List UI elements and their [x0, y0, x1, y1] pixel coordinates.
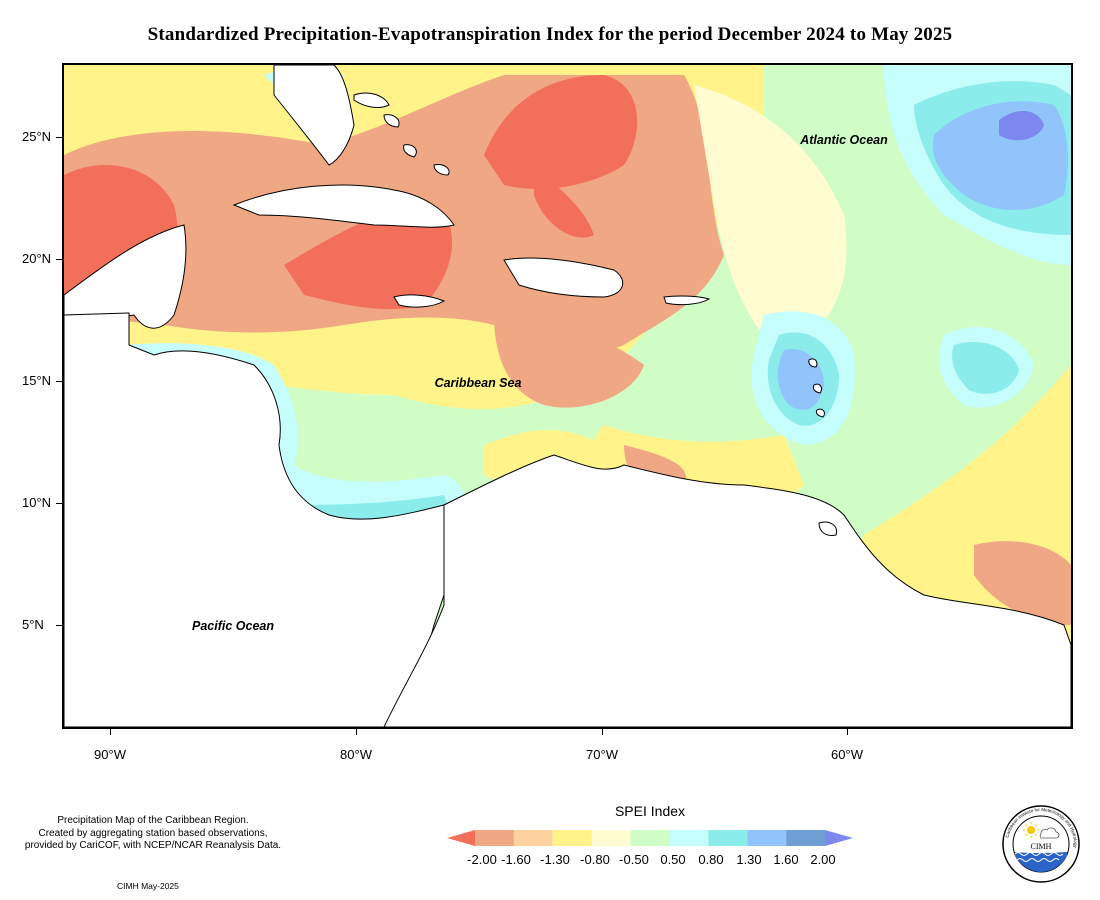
map-title: Standardized Precipitation-Evapotranspir…: [147, 24, 953, 45]
legend-label: 0.80: [698, 852, 724, 867]
credit-line: provided by CariCOF, with NCEP/NCAR Rean…: [24, 840, 282, 851]
lon-tick-label: 90°W: [94, 747, 126, 762]
legend-label: -0.50: [619, 852, 649, 867]
lon-tick: [110, 729, 111, 735]
lat-tick: [56, 381, 62, 382]
lat-tick: [56, 137, 62, 138]
legend-label: 0.50: [660, 852, 686, 867]
legend-swatch: [747, 830, 787, 846]
map-credit: Precipitation Map of the Caribbean Regio…: [8, 815, 298, 853]
lat-tick: [56, 259, 62, 260]
lon-tick-label: 70°W: [586, 747, 618, 762]
atlantic-ocean-label: Atlantic Ocean: [799, 133, 888, 147]
caribbean-sea-label: Caribbean Sea: [435, 376, 522, 390]
pacific-ocean-label: Pacific Ocean: [192, 619, 274, 633]
logo-name: CIMH: [1031, 842, 1052, 851]
lat-tick-label: 15°N: [22, 373, 52, 388]
legend-label: -1.30: [540, 852, 570, 867]
legend-swatch: [708, 830, 748, 846]
lon-tick-label: 60°W: [831, 747, 863, 762]
legend-swatch: [786, 830, 825, 846]
lat-tick: [56, 503, 62, 504]
cloud-icon: [1039, 827, 1060, 839]
lon-tick: [602, 729, 603, 735]
legend-swatch: [669, 830, 709, 846]
legend-label: -2.00: [467, 852, 497, 867]
lat-tick-label: 10°N: [22, 495, 52, 510]
spei-map-canvas: Atlantic Ocean Caribbean Sea Pacific Oce…: [64, 65, 1071, 727]
lon-tick: [847, 729, 848, 735]
legend-labels: -2.00 -1.60 -1.30 -0.80 -0.50 0.50 0.80 …: [440, 852, 860, 870]
legend-label: -1.60: [501, 852, 531, 867]
lat-tick: [56, 625, 62, 626]
issue-date: CIMH May-2025: [117, 881, 179, 891]
legend-label: 1.60: [773, 852, 799, 867]
sun-icon: [1027, 826, 1035, 834]
legend-label: 1.30: [736, 852, 762, 867]
legend-swatch: [513, 830, 553, 846]
lat-tick-label: 20°N: [22, 251, 52, 266]
spei-map: Atlantic Ocean Caribbean Sea Pacific Oce…: [62, 63, 1073, 729]
legend-swatch: [552, 830, 592, 846]
cimh-logo: CIMH Caribbean Institute for Meteorology…: [1002, 805, 1080, 883]
legend-swatch: [447, 830, 475, 846]
lat-tick-label: 25°N: [22, 129, 52, 144]
lat-tick-label: 5°N: [22, 617, 44, 632]
lon-tick-label: 80°W: [340, 747, 372, 762]
legend-swatch: [630, 830, 670, 846]
lon-tick: [356, 729, 357, 735]
legend-colorbar: [447, 830, 853, 846]
legend-swatch: [591, 830, 631, 846]
legend-title: SPEI Index: [614, 803, 686, 819]
credit-line: Precipitation Map of the Caribbean Regio…: [57, 815, 249, 826]
legend-swatch: [825, 830, 853, 846]
land-masses: [64, 65, 1071, 727]
legend-swatch: [475, 830, 514, 846]
credit-line: Created by aggregating station based obs…: [38, 827, 268, 839]
legend-label: -0.80: [580, 852, 610, 867]
legend-label: 2.00: [810, 852, 836, 867]
